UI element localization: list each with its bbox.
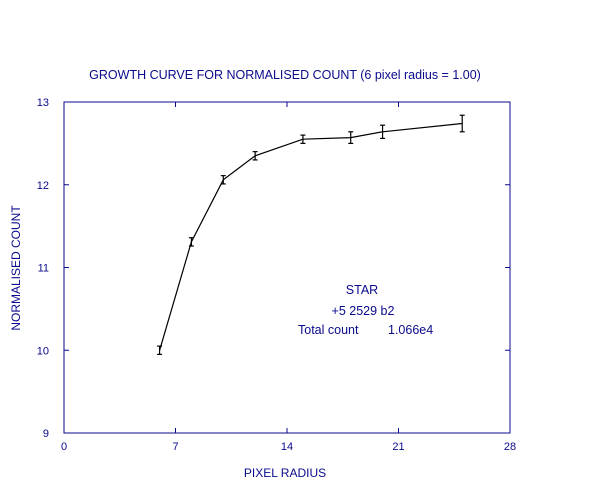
x-tick-label: 14 [281,441,293,453]
chart-title: GROWTH CURVE FOR NORMALISED COUNT (6 pix… [89,68,481,82]
x-axis-label: PIXEL RADIUS [244,466,326,480]
data-point [220,175,226,185]
x-tick-label: 7 [172,441,178,453]
data-point [157,345,163,355]
annotation-star-id: +5 2529 b2 [332,304,395,318]
data-point [188,237,194,247]
annotation-total-count-label: Total count [298,323,359,337]
data-point [300,134,306,144]
y-tick-label: 9 [43,428,49,440]
data-point [252,151,258,161]
data-point [459,114,465,133]
x-tick-label: 28 [504,441,516,453]
growth-curve-line [159,122,463,351]
data-point [380,124,386,140]
y-tick-label: 11 [38,263,49,275]
y-tick-label: 12 [37,180,49,192]
x-tick-label: 0 [61,441,67,453]
y-axis-label: NORMALISED COUNT [9,205,23,331]
y-tick-label: 13 [37,97,49,109]
axis-tick-labels: 0 7 14 21 28 9 10 11 12 13 [37,97,516,453]
y-tick-label: 10 [37,345,49,357]
axis-ticks [63,101,511,434]
annotation-star: STAR [346,283,378,297]
annotation-total-count-value: 1.066e4 [388,323,433,337]
x-tick-label: 21 [392,441,404,453]
data-point [348,131,354,144]
plot-frame [63,101,511,434]
error-bars [157,114,465,355]
